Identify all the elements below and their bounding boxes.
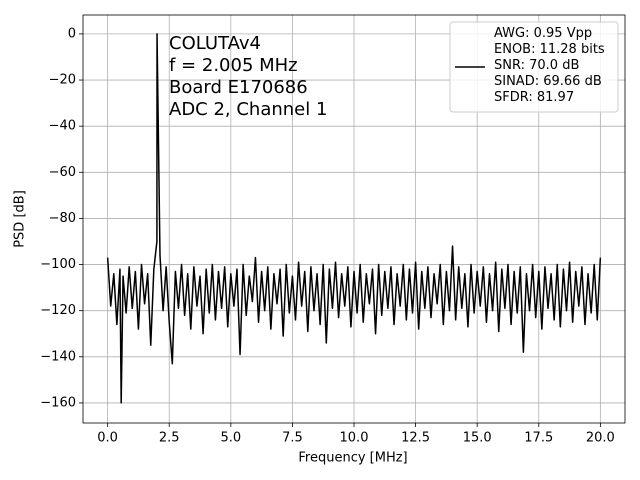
y-tick-label: −120 — [40, 303, 76, 318]
y-tick-label: −100 — [40, 257, 76, 272]
legend-line: SINAD: 69.66 dB — [494, 74, 602, 89]
y-tick-label: −60 — [49, 165, 76, 180]
x-tick-label: 5.0 — [220, 431, 241, 446]
y-tick-label: −160 — [40, 395, 76, 410]
y-tick-label: 0 — [68, 26, 76, 41]
legend-box — [449, 21, 619, 113]
annotation-line: ADC 2, Channel 1 — [169, 99, 327, 120]
legend-line: AWG: 0.95 Vpp — [494, 26, 592, 41]
legend-line: ENOB: 11.28 bits — [494, 42, 605, 57]
x-tick-label: 2.5 — [159, 431, 180, 446]
annotation-line: f = 2.005 MHz — [169, 55, 298, 76]
y-tick-label: −80 — [49, 211, 76, 226]
y-tick-label: −140 — [40, 349, 76, 364]
y-axis-label: PSD [dB] — [13, 190, 28, 248]
x-tick-label: 10.0 — [340, 431, 369, 446]
y-tick-label: −20 — [49, 73, 76, 88]
x-axis-label: Frequency [MHz] — [298, 451, 407, 466]
x-tick-label: 20.0 — [586, 431, 615, 446]
x-tick-label: 12.5 — [401, 431, 430, 446]
axes-frame — [82, 14, 626, 424]
x-tick-label: 17.5 — [524, 431, 553, 446]
annotation-line: COLUTAv4 — [169, 33, 261, 54]
data-line — [106, 33, 602, 404]
y-tick-label: −40 — [49, 119, 76, 134]
x-tick-label: 7.5 — [282, 431, 303, 446]
annotation-line: Board E170686 — [169, 77, 308, 98]
x-tick-label: 0.0 — [97, 431, 118, 446]
annotation: COLUTAv4 f = 2.005 MHz Board E170686 ADC 2,… — [169, 33, 327, 120]
legend-line: SNR: 70.0 dB — [494, 58, 579, 73]
legend-label: AWG: 0.95 Vpp ENOB: 11.28 bits SNR: 70.0 d… — [494, 26, 605, 105]
x-tick-label: 15.0 — [463, 431, 492, 446]
legend-line: SFDR: 81.97 — [494, 90, 574, 105]
